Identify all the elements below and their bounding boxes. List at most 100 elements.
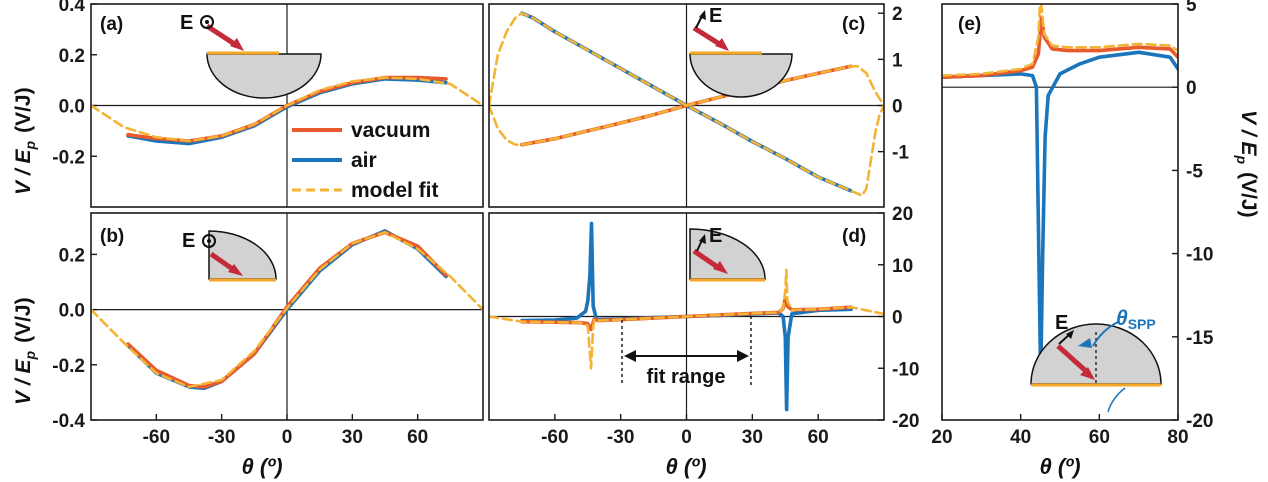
inset-a-e-label: E: [180, 12, 193, 34]
inset-e-beam-icon: [1056, 344, 1089, 374]
ytick-label-a: 0.4: [59, 0, 86, 16]
fit-range-left-arrowhead-icon: [624, 350, 636, 362]
ytick-label-b: 0.2: [59, 245, 85, 266]
inset-c-field-arrowhead-icon: [699, 10, 706, 20]
inset-d-field-arrowhead-icon: [699, 234, 706, 244]
xlabel-right: θ (º): [1039, 454, 1080, 479]
inset-b-beam-arrow-icon: [228, 264, 243, 276]
ytick-label-e: -10: [1186, 245, 1213, 266]
inset-b-dot-icon: [207, 239, 211, 243]
panel-c-label: (c): [842, 14, 865, 35]
inset-c-prism-icon: [689, 53, 793, 98]
inset-a-prism-icon: [206, 53, 322, 99]
ytick-label-e: -5: [1186, 161, 1203, 182]
panel-b-label: (b): [100, 226, 124, 247]
inset-c-beam-arrow-icon: [715, 38, 729, 51]
series-model-fit-b-2: [91, 231, 483, 389]
ytick-label-d: -20: [892, 411, 919, 432]
inset-a-dot-icon: [205, 20, 209, 24]
inset-b-beam-icon: [209, 251, 236, 273]
xtick-label-b: -60: [143, 427, 170, 448]
ytick-label-e: 5: [1186, 0, 1197, 16]
inset-d-beam-icon: [692, 248, 721, 271]
series-air-e-0: [942, 50, 1178, 381]
xlabel-left: θ (º): [241, 454, 282, 479]
inset-c: E: [689, 5, 793, 98]
ytick-label-e: -15: [1186, 328, 1214, 349]
inset-e-spp-leader-line: [1107, 387, 1126, 413]
ytick-label-e: -20: [1186, 411, 1213, 432]
ytick-label-a: -0.2: [52, 147, 85, 168]
panel-c-frame: (c): [488, 3, 885, 208]
series-model-fit-c-2: [489, 11, 884, 197]
panel-c-axes: [488, 3, 885, 208]
panel-d-label: (d): [842, 226, 866, 247]
inset-b-prism-icon: [208, 230, 277, 280]
xtick-label-d: -30: [607, 427, 634, 448]
series-model-fit-c-3: [489, 65, 884, 146]
inset-a-beam-arrow-icon: [230, 38, 244, 51]
inset-e-theta-spp-label: θSPP: [1116, 307, 1156, 332]
inset-a-dot-circle-icon: [200, 15, 214, 29]
ytick-label-c: 0: [892, 97, 903, 118]
inset-d-e-label: E: [709, 225, 722, 247]
xlabel-middle: θ (º): [665, 454, 706, 479]
xtick-label-d: -60: [541, 427, 568, 448]
inset-e-beam-arrow-icon: [1080, 367, 1095, 380]
inset-e: E θSPP: [1030, 307, 1162, 413]
legend-fit: model fit: [351, 179, 439, 202]
xtick-label-e: 60: [1089, 427, 1110, 448]
panel-e-axes: [941, 3, 1179, 421]
inset-d: E: [689, 225, 766, 282]
ytick-label-b: -0.2: [52, 356, 85, 377]
xtick-label-e: 40: [1010, 427, 1031, 448]
xtick-label-d: 30: [742, 427, 763, 448]
fit-range-annotation: fit range: [621, 316, 752, 388]
inset-e-field-arrowhead-icon: [1066, 330, 1074, 339]
panel-e-label: (e): [958, 14, 981, 35]
inset-e-angle-arrowhead-icon: [1078, 338, 1092, 348]
ylabel-top: V / Ep(V/J): [12, 87, 38, 195]
inset-c-beam-icon: [692, 25, 723, 48]
panel-d-axes: [488, 212, 885, 421]
inset-e-e-label: E: [1055, 312, 1068, 334]
plot-layer: 0.4 0.2 0.0 -0.2 0.2 0.0 -0.2 -0.4 -60 -30 0 30 60 2 1…: [52, 0, 1214, 448]
xtick-label-e: 80: [1167, 427, 1188, 448]
inset-b-e-label: E: [182, 230, 195, 252]
inset-b-dot-circle-icon: [202, 234, 216, 248]
legend-air: air: [351, 149, 377, 172]
xtick-label-d: 0: [681, 427, 692, 448]
ytick-label-d: -10: [892, 359, 919, 380]
xtick-label-e: 20: [931, 427, 952, 448]
ytick-label-b: -0.4: [52, 411, 85, 432]
fit-range-label: fit range: [647, 366, 726, 388]
ytick-label-d: 20: [892, 204, 913, 225]
series-model-fit-a-2: [91, 76, 483, 143]
series-vacuum-e-1: [942, 15, 1178, 79]
xtick-label-d: 60: [808, 427, 829, 448]
panel-b-frame: (b): [90, 212, 484, 421]
inset-e-angle-arc-icon: [1092, 321, 1119, 347]
legend: vacuum air model fit: [292, 119, 439, 202]
panel-a-axes: [90, 3, 484, 208]
ytick-label-a: 0.0: [59, 97, 85, 118]
ytick-label-e: 0: [1186, 78, 1197, 99]
xtick-label-b: 0: [282, 427, 293, 448]
inset-a-beam-icon: [205, 23, 238, 48]
inset-d-prism-icon: [689, 228, 766, 280]
panel-a-label: (a): [100, 14, 123, 35]
panel-a-frame: (a): [90, 3, 484, 208]
xtick-label-b: -30: [208, 427, 235, 448]
inset-a: E: [180, 12, 322, 99]
panel-b-axes: [90, 212, 484, 421]
ytick-label-d: 10: [892, 256, 913, 277]
inset-d-beam-arrow-icon: [713, 261, 728, 274]
series-model-fit-d-2: [489, 268, 884, 370]
inset-c-e-label: E: [709, 5, 722, 27]
ytick-label-c: 2: [892, 4, 903, 25]
panel-d-frame: (d): [488, 212, 885, 421]
xtick-label-b: 60: [407, 427, 428, 448]
ytick-label-c: 1: [892, 50, 903, 71]
inset-b: E: [182, 230, 277, 282]
